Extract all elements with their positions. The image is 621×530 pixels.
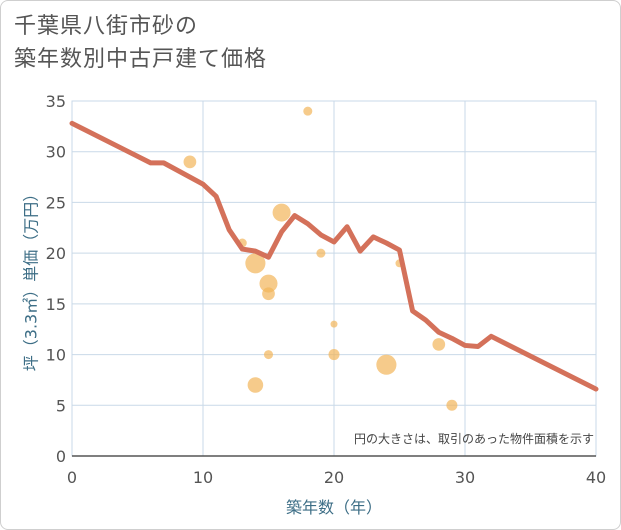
- x-tick-label: 0: [67, 468, 77, 487]
- y-tick-label: 20: [46, 244, 66, 263]
- data-bubble: [303, 106, 313, 116]
- data-bubble: [262, 287, 275, 301]
- title-line-1: 千葉県八街市砂の: [14, 14, 199, 39]
- data-bubble: [259, 274, 278, 293]
- x-axis-label: 築年数（年）: [286, 498, 382, 517]
- data-bubble: [376, 354, 397, 375]
- title-line-2: 築年数別中古戸建て価格: [14, 47, 268, 72]
- x-axis-ticks: 0 10 20 30 40: [67, 468, 606, 487]
- data-bubble: [446, 399, 458, 411]
- data-bubble: [183, 155, 197, 169]
- x-tick-label: 10: [193, 468, 213, 487]
- trend-line: [69, 120, 599, 392]
- data-bubble: [328, 349, 340, 361]
- data-bubble: [330, 320, 338, 328]
- x-tick-label: 20: [324, 468, 344, 487]
- data-bubble: [432, 338, 446, 351]
- x-tick-label: 30: [455, 468, 475, 487]
- y-tick-label: 35: [46, 92, 66, 111]
- y-tick-label: 30: [46, 143, 66, 162]
- y-axis-label: 坪（3.3㎡）単価（万円）: [22, 186, 41, 371]
- y-tick-label: 25: [46, 193, 66, 212]
- x-tick-label: 40: [586, 468, 606, 487]
- size-note: 円の大きさは、取引のあった物件面積を示す: [354, 431, 594, 446]
- data-bubble: [264, 350, 273, 360]
- y-tick-label: 5: [56, 396, 66, 415]
- data-bubble: [316, 248, 326, 258]
- data-bubble: [245, 253, 266, 274]
- y-axis-ticks: 0 5 10 15 20 25 30 35: [46, 92, 66, 466]
- y-tick-label: 10: [46, 346, 66, 365]
- y-tick-label: 15: [46, 295, 66, 314]
- chart-title: 千葉県八街市砂の 築年数別中古戸建て価格: [14, 10, 267, 76]
- data-bubble: [247, 377, 264, 393]
- data-bubble: [272, 203, 291, 222]
- y-tick-label: 0: [56, 447, 66, 466]
- grid-lines: [72, 101, 596, 456]
